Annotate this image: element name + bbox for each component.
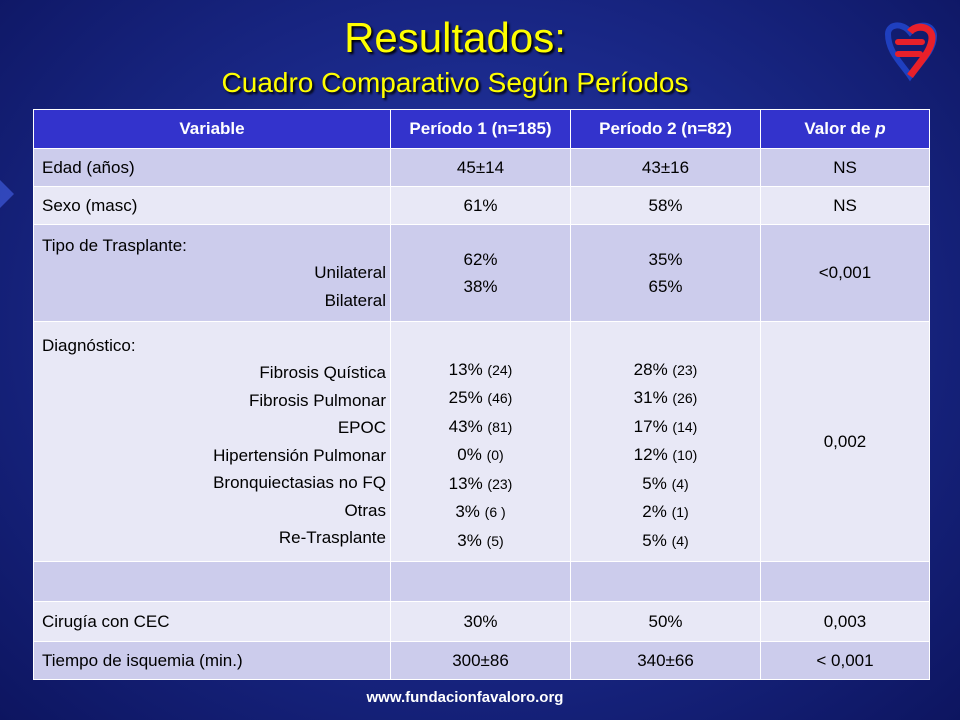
cell-cec-p2: 50%	[570, 601, 761, 642]
cell-cec-p: 0,003	[760, 601, 930, 642]
column-header-variable: Variable	[33, 109, 391, 149]
table-row-empty	[33, 561, 930, 602]
sub-label-fibrosis-quistica: Fibrosis Quística	[259, 363, 386, 382]
value-diag-p2: 17% (14)	[633, 416, 698, 436]
sub-label-hipertension: Hipertensión Pulmonar	[213, 445, 386, 465]
value-bilateral-p1: 38%	[463, 277, 498, 296]
favaloro-heart-logo-icon	[884, 22, 938, 82]
table-header-row: Variable Período 1 (n=185) Período 2 (n=…	[33, 109, 930, 149]
column-header-p-label: Valor de	[804, 119, 871, 138]
value-diag-p2: 28% (23)	[633, 359, 698, 379]
cell-diagnostico-p: 0,002	[760, 321, 930, 562]
cell-isquemia-p: < 0,001	[760, 641, 930, 680]
sub-label-retrasplante: Re-Trasplante	[278, 528, 386, 547]
slide-subtitle: Cuadro Comparativo Según Períodos	[221, 67, 689, 98]
sub-label-bronquiectasias: Bronquiectasias no FQ	[213, 473, 386, 492]
cell-sexo-p: NS	[760, 186, 930, 225]
sub-label-epoc: EPOC	[337, 418, 386, 437]
value-unilateral-p1: 62%	[463, 249, 498, 269]
cell-sexo-p1: 61%	[390, 186, 571, 225]
cell-sexo-p2: 58%	[570, 186, 761, 225]
row-label-edad: Edad (años)	[33, 148, 391, 187]
value-bilateral-p2: 65%	[648, 277, 683, 296]
cell-diagnostico-p2: 28% (23) 31% (26) 17% (14) 12% (10) 5% (…	[570, 321, 761, 562]
value-diag-p2: 12% (10)	[633, 445, 698, 464]
column-header-period1: Período 1 (n=185)	[390, 109, 571, 149]
value-diag-p2: 2% (1)	[642, 502, 689, 521]
cell-diagnostico-p1: 13% (24) 25% (46) 43% (81) 0% (0) 13% (2…	[390, 321, 571, 562]
cell-trasplante-p1: 62% 38%	[390, 224, 571, 322]
cell-cec-p1: 30%	[390, 601, 571, 642]
sub-label-bilateral: Bilateral	[324, 290, 386, 310]
table-row: Tipo de Trasplante: Unilateral Bilateral…	[33, 224, 930, 322]
table-row: Cirugía con CEC 30% 50% 0,003	[33, 601, 930, 642]
value-diag-p2: 5% (4)	[642, 473, 689, 493]
cell-edad-p2: 43±16	[570, 148, 761, 187]
comparison-table: Variable Período 1 (n=185) Período 2 (n=…	[33, 109, 930, 680]
row-label-isquemia: Tiempo de isquemia (min.)	[33, 641, 391, 680]
sub-label-otras: Otras	[344, 500, 386, 520]
value-diag-p1: 43% (81)	[448, 416, 513, 436]
cell-isquemia-p2: 340±66	[570, 641, 761, 680]
row-label-trasplante: Tipo de Trasplante: Unilateral Bilateral	[33, 224, 391, 322]
slide-edge-arrow	[0, 180, 14, 208]
cell-trasplante-p: <0,001	[760, 224, 930, 322]
row-label-cec: Cirugía con CEC	[33, 601, 391, 642]
row-heading-diagnostico: Diagnóstico:	[42, 335, 136, 355]
cell-trasplante-p2: 35% 65%	[570, 224, 761, 322]
row-label-diagnostico: Diagnóstico: Fibrosis Quística Fibrosis …	[33, 321, 391, 562]
value-diag-p1: 13% (23)	[448, 473, 513, 493]
row-label-sexo: Sexo (masc)	[33, 186, 391, 225]
column-header-p-symbol: p	[875, 119, 886, 138]
cell-isquemia-p1: 300±86	[390, 641, 571, 680]
cell-edad-p: NS	[760, 148, 930, 187]
cell-edad-p1: 45±14	[390, 148, 571, 187]
value-diag-p1: 25% (46)	[448, 388, 513, 407]
value-diag-p1: 13% (24)	[448, 359, 513, 379]
value-diag-p1: 3% (5)	[457, 530, 504, 550]
table-row: Sexo (masc) 61% 58% NS	[33, 186, 930, 225]
value-diag-p1: 3% (6 )	[455, 502, 506, 521]
value-diag-p2: 31% (26)	[633, 388, 698, 407]
column-header-p-value: Valor de p	[760, 109, 930, 149]
sub-label-unilateral: Unilateral	[314, 263, 386, 283]
value-unilateral-p2: 35%	[648, 249, 683, 269]
table-row: Edad (años) 45±14 43±16 NS	[33, 148, 930, 187]
row-heading-trasplante: Tipo de Trasplante:	[42, 235, 187, 255]
value-diag-p1: 0% (0)	[457, 445, 504, 464]
footer-url: www.fundacionfavaloro.org	[366, 689, 564, 706]
table-row: Tiempo de isquemia (min.) 300±86 340±66 …	[33, 641, 930, 680]
value-diag-p2: 5% (4)	[642, 530, 689, 550]
slide-title: Resultados:	[344, 14, 566, 61]
table-row: Diagnóstico: Fibrosis Quística Fibrosis …	[33, 321, 930, 562]
sub-label-fibrosis-pulmonar: Fibrosis Pulmonar	[249, 390, 386, 410]
column-header-period2: Período 2 (n=82)	[570, 109, 761, 149]
